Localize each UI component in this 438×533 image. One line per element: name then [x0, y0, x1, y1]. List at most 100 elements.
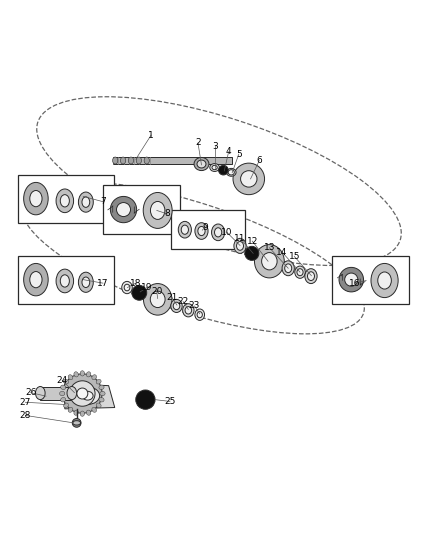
Ellipse shape [122, 281, 132, 294]
Ellipse shape [76, 387, 100, 405]
Circle shape [72, 418, 81, 427]
Circle shape [136, 390, 155, 409]
Text: 13: 13 [264, 243, 275, 252]
Ellipse shape [261, 253, 277, 270]
Ellipse shape [60, 195, 69, 207]
Ellipse shape [60, 391, 65, 395]
Text: 22: 22 [177, 297, 189, 306]
Text: 3: 3 [212, 142, 219, 150]
Ellipse shape [74, 410, 78, 415]
Ellipse shape [128, 157, 134, 164]
Ellipse shape [297, 269, 303, 276]
Ellipse shape [99, 385, 104, 390]
Text: 7: 7 [100, 197, 106, 206]
Ellipse shape [144, 157, 149, 164]
Ellipse shape [80, 371, 85, 376]
Text: 14: 14 [276, 247, 288, 256]
Ellipse shape [307, 272, 314, 280]
Text: 26: 26 [25, 388, 36, 397]
Ellipse shape [30, 190, 42, 207]
Ellipse shape [305, 269, 317, 284]
Ellipse shape [35, 386, 45, 400]
Ellipse shape [339, 268, 364, 292]
Ellipse shape [110, 197, 137, 223]
Bar [18, 174, 114, 223]
Ellipse shape [24, 182, 48, 215]
Ellipse shape [86, 410, 91, 415]
Bar [171, 209, 245, 249]
Ellipse shape [173, 302, 180, 310]
Text: 12: 12 [247, 237, 258, 246]
Ellipse shape [345, 273, 358, 286]
Ellipse shape [92, 375, 96, 379]
Ellipse shape [254, 245, 284, 278]
Ellipse shape [210, 164, 219, 172]
Ellipse shape [228, 169, 234, 175]
Ellipse shape [96, 403, 101, 408]
Ellipse shape [124, 284, 130, 291]
Ellipse shape [78, 192, 93, 212]
Ellipse shape [136, 157, 141, 164]
Ellipse shape [56, 189, 74, 213]
Bar [332, 255, 409, 304]
Text: 9: 9 [202, 223, 208, 231]
Ellipse shape [100, 391, 105, 395]
Bar [18, 255, 114, 304]
Ellipse shape [181, 225, 188, 235]
Text: 28: 28 [20, 411, 31, 420]
Ellipse shape [74, 372, 78, 377]
Ellipse shape [195, 309, 205, 320]
Ellipse shape [82, 197, 90, 207]
Ellipse shape [56, 269, 74, 293]
Text: 5: 5 [236, 150, 242, 159]
Circle shape [245, 246, 259, 260]
Ellipse shape [151, 201, 165, 220]
Bar [113, 157, 232, 164]
Text: 6: 6 [256, 156, 262, 165]
Ellipse shape [68, 375, 73, 379]
Ellipse shape [82, 391, 93, 400]
Ellipse shape [99, 398, 104, 402]
Ellipse shape [215, 228, 222, 237]
Ellipse shape [371, 263, 398, 297]
Polygon shape [65, 384, 115, 409]
Ellipse shape [86, 372, 91, 377]
Ellipse shape [240, 171, 257, 187]
Ellipse shape [120, 157, 126, 164]
Ellipse shape [171, 300, 182, 312]
Text: 27: 27 [20, 398, 31, 407]
Text: 23: 23 [189, 302, 200, 310]
Ellipse shape [64, 379, 68, 384]
Text: 19: 19 [141, 283, 152, 292]
Ellipse shape [24, 263, 48, 296]
Text: 25: 25 [164, 397, 176, 406]
Ellipse shape [60, 385, 66, 390]
Text: 21: 21 [166, 293, 177, 302]
Ellipse shape [92, 407, 96, 413]
Ellipse shape [378, 272, 392, 289]
Text: 10: 10 [221, 228, 233, 237]
Text: 11: 11 [234, 233, 246, 243]
Ellipse shape [197, 160, 206, 168]
Ellipse shape [96, 379, 101, 384]
Text: 4: 4 [226, 147, 231, 156]
Ellipse shape [194, 157, 209, 171]
Ellipse shape [212, 165, 217, 169]
Ellipse shape [117, 203, 131, 216]
Bar [103, 185, 180, 233]
Ellipse shape [234, 238, 246, 253]
Bar [40, 386, 72, 400]
Text: 24: 24 [57, 376, 68, 385]
Ellipse shape [68, 407, 73, 413]
Ellipse shape [150, 291, 165, 308]
Ellipse shape [82, 277, 90, 287]
Ellipse shape [143, 284, 172, 315]
Ellipse shape [226, 168, 236, 176]
Ellipse shape [30, 271, 42, 288]
Text: 16: 16 [349, 279, 360, 288]
Ellipse shape [143, 192, 172, 229]
Ellipse shape [64, 403, 68, 408]
Ellipse shape [113, 157, 118, 164]
Ellipse shape [285, 264, 292, 273]
Ellipse shape [78, 272, 93, 292]
